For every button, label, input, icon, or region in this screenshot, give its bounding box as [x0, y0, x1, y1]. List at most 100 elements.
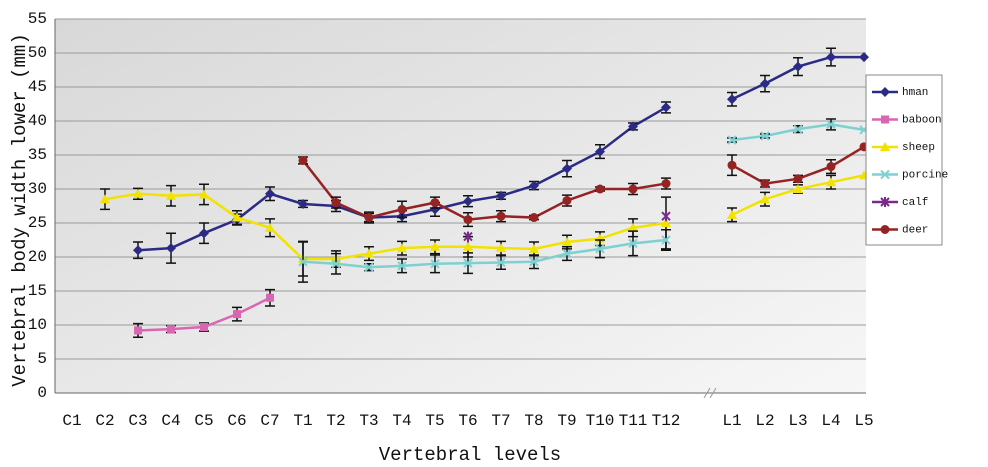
marker [628, 184, 638, 194]
marker [463, 196, 473, 207]
y-tick-label: 25 [28, 214, 47, 232]
legend-label: porcine [902, 169, 948, 181]
marker [265, 188, 275, 199]
y-tick-label: 30 [28, 180, 47, 198]
marker [430, 259, 440, 269]
x-tick-label: T10 [586, 412, 615, 430]
marker [826, 52, 836, 63]
marker [397, 261, 407, 271]
marker [134, 326, 142, 335]
marker [100, 194, 110, 204]
marker [881, 115, 889, 124]
marker [463, 215, 473, 225]
marker [463, 231, 473, 242]
marker [232, 212, 242, 222]
marker [430, 198, 440, 208]
marker [661, 211, 671, 222]
marker [496, 243, 506, 253]
axis-break [703, 387, 717, 399]
marker [727, 135, 737, 145]
marker [562, 237, 572, 247]
x-tick-label: T3 [359, 412, 378, 430]
y-tick-label: 10 [28, 316, 47, 334]
x-tick-label: T9 [557, 412, 576, 430]
marker [298, 257, 308, 267]
marker [595, 244, 605, 254]
marker [628, 121, 638, 132]
marker [562, 196, 572, 206]
marker [463, 241, 473, 251]
marker [167, 325, 175, 334]
x-tick-label: L3 [788, 412, 807, 430]
x-tick-label: T1 [293, 412, 312, 430]
marker [397, 204, 407, 214]
marker [793, 174, 803, 184]
x-tick-label: T5 [425, 412, 444, 430]
x-axis-title: Vertebral levels [379, 444, 561, 466]
legend-label: calf [902, 197, 928, 209]
x-tick-label: T6 [458, 412, 477, 430]
x-tick-label: C1 [62, 412, 81, 430]
x-tick-label: L1 [722, 412, 741, 430]
marker [661, 102, 671, 113]
marker [793, 61, 803, 72]
marker [364, 262, 374, 272]
x-tick-label: C3 [128, 412, 147, 430]
marker [463, 258, 473, 268]
marker [760, 131, 770, 141]
x-tick-label: C6 [227, 412, 246, 430]
marker [880, 142, 890, 151]
marker [265, 222, 275, 232]
marker [562, 163, 572, 174]
legend-label: hman [902, 87, 928, 99]
marker [727, 94, 737, 105]
x-tick-label: T4 [392, 412, 411, 430]
marker [793, 124, 803, 134]
marker [727, 160, 737, 170]
marker [496, 190, 506, 201]
marker [199, 228, 209, 239]
x-tick-label: T11 [619, 412, 648, 430]
x-tick-label: L5 [854, 412, 873, 430]
marker [595, 184, 605, 194]
x-tick-label: C7 [260, 412, 279, 430]
x-tick-label: T2 [326, 412, 345, 430]
marker [661, 235, 671, 245]
legend-label: deer [902, 224, 928, 236]
y-tick-label: 0 [37, 384, 47, 402]
marker [595, 146, 605, 157]
marker [364, 248, 374, 258]
marker [760, 179, 770, 189]
y-tick-label: 5 [37, 350, 47, 368]
marker [397, 243, 407, 253]
marker [826, 162, 836, 172]
marker [133, 188, 143, 198]
marker [793, 184, 803, 193]
marker [529, 213, 539, 223]
marker [826, 119, 836, 130]
marker [298, 155, 308, 165]
y-axis-title: Vertebral body width lower (mm) [9, 33, 31, 386]
x-tick-label: C4 [161, 412, 180, 430]
marker [661, 218, 671, 227]
x-tick-label: L2 [755, 412, 774, 430]
legend-label: baboon [902, 114, 942, 126]
y-tick-label: 55 [28, 10, 47, 28]
marker [199, 189, 209, 199]
marker [760, 78, 770, 89]
y-tick-label: 40 [28, 112, 47, 130]
y-tick-label: 20 [28, 248, 47, 266]
marker [880, 87, 890, 97]
x-tick-label: C5 [194, 412, 213, 430]
marker [628, 238, 638, 249]
marker [880, 225, 890, 234]
marker [562, 248, 572, 259]
marker [166, 190, 176, 200]
marker [529, 257, 539, 267]
marker [298, 198, 308, 209]
marker [133, 245, 143, 256]
marker [233, 310, 241, 319]
marker [331, 198, 341, 208]
marker [760, 194, 770, 204]
